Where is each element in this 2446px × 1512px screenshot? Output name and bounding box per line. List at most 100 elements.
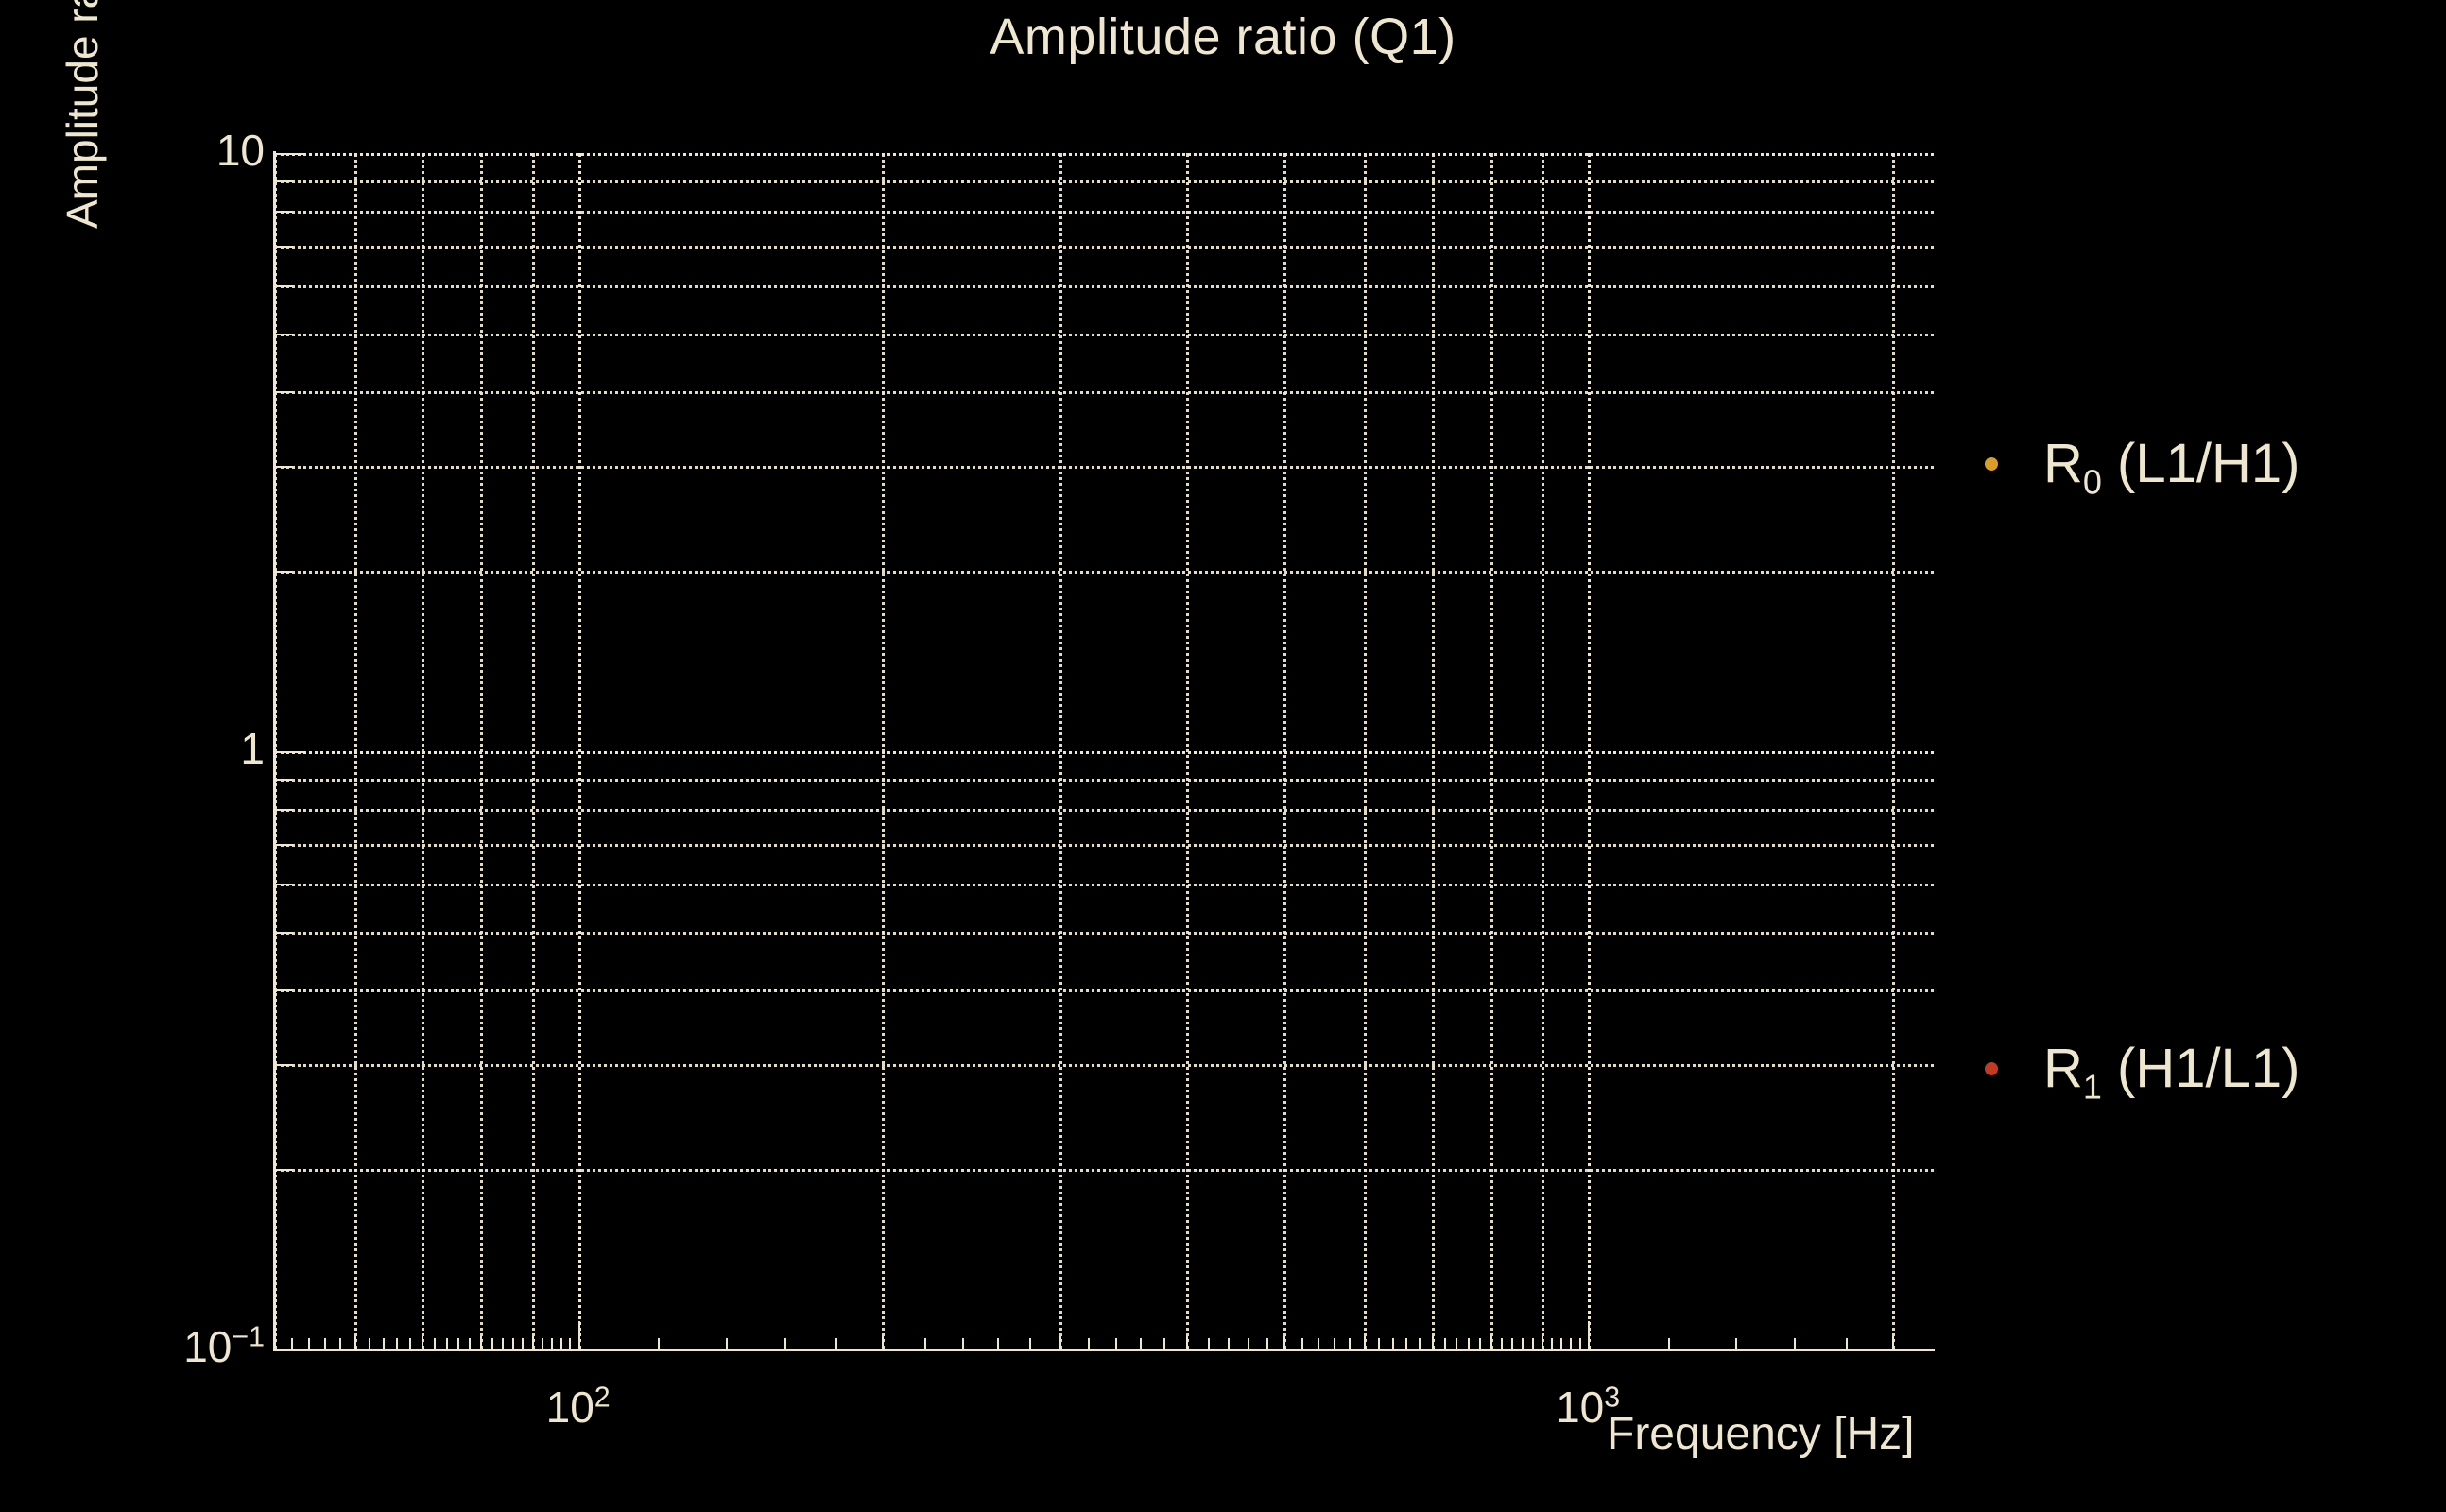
x-tick-minor: [1283, 1338, 1286, 1349]
x-tick-minor: [1467, 1338, 1470, 1349]
x-tick-minor: [1735, 1338, 1738, 1349]
legend: R0 (L1/H1) R1 (H1/L1): [1985, 153, 2438, 1349]
x-tick-minor: [1478, 1338, 1481, 1349]
x-tick-minor: [1247, 1338, 1249, 1349]
y-tick-minor: [274, 1063, 293, 1066]
x-tick-minor: [408, 1338, 411, 1349]
x-tick-minor: [1419, 1338, 1421, 1349]
x-tick-label: 103: [1556, 1382, 1621, 1432]
x-tick-minor: [1531, 1338, 1534, 1349]
x-tick-minor: [923, 1338, 926, 1349]
y-tick-minor: [274, 285, 293, 288]
x-tick-minor: [1578, 1338, 1581, 1349]
x-tick-minor: [501, 1338, 504, 1349]
y-tick-label: 1: [240, 724, 265, 773]
x-tick-minor: [550, 1338, 553, 1349]
y-axis-title: Amplitude ratio: [58, 0, 107, 229]
y-gridline-minor: [274, 180, 1934, 183]
y-gridline-major: [274, 751, 1934, 754]
x-tick-minor: [835, 1338, 838, 1349]
y-tick-minor: [274, 884, 293, 886]
x-tick-minor: [725, 1338, 728, 1349]
y-tick-minor: [274, 211, 293, 214]
y-gridline-minor: [274, 465, 1934, 469]
y-tick-major: [274, 751, 306, 753]
x-tick-minor: [1588, 1338, 1591, 1349]
x-tick-minor: [469, 1338, 472, 1349]
y-gridline-minor: [274, 809, 1934, 813]
x-tick-minor: [997, 1338, 1000, 1349]
x-tick-minor: [338, 1338, 341, 1349]
x-tick-minor: [291, 1338, 294, 1349]
x-tick-minor: [395, 1338, 398, 1349]
y-gridline-minor: [274, 390, 1934, 394]
x-tick-minor: [569, 1338, 572, 1349]
x-tick-minor: [882, 1338, 885, 1349]
x-tick-minor: [522, 1338, 525, 1349]
y-tick-minor: [274, 465, 293, 468]
x-tick-major: [1588, 1321, 1591, 1349]
x-tick-minor: [382, 1338, 385, 1349]
x-tick-minor: [511, 1338, 514, 1349]
x-tick-minor: [1228, 1338, 1231, 1349]
x-tick-minor: [1542, 1338, 1544, 1349]
legend-marker-dot-icon: [1985, 1062, 1998, 1075]
y-tick-label: 10: [215, 126, 265, 175]
x-tick-minor: [1490, 1338, 1492, 1349]
y-gridline-minor: [274, 988, 1934, 992]
x-tick-minor: [1570, 1338, 1573, 1349]
plot-area: [274, 153, 1934, 1349]
x-tick-minor: [1114, 1338, 1117, 1349]
x-axis-spine: [273, 1349, 1935, 1351]
y-tick-minor: [274, 180, 293, 182]
x-tick-minor: [541, 1338, 543, 1349]
x-tick-minor: [353, 1338, 356, 1349]
x-tick-minor: [434, 1338, 437, 1349]
x-tick-minor: [961, 1338, 964, 1349]
x-tick-minor: [1266, 1338, 1268, 1349]
x-tick-minor: [1334, 1338, 1336, 1349]
x-tick-minor: [1551, 1338, 1554, 1349]
y-gridline-minor: [274, 571, 1934, 575]
y-tick-minor: [274, 931, 293, 934]
x-tick-minor: [1794, 1338, 1797, 1349]
y-tick-minor: [274, 246, 293, 249]
x-tick-label: 102: [545, 1382, 611, 1432]
x-tick-minor: [1318, 1338, 1320, 1349]
x-tick-minor: [1349, 1338, 1352, 1349]
legend-label: R0 (L1/H1): [2043, 433, 2300, 502]
y-gridline-minor: [274, 211, 1934, 215]
x-tick-minor: [480, 1338, 483, 1349]
x-tick-major: [577, 1321, 580, 1349]
x-tick-minor: [577, 1338, 580, 1349]
y-gridline-minor: [274, 246, 1934, 249]
x-tick-minor: [1511, 1338, 1514, 1349]
y-tick-label: 10−1: [183, 1321, 265, 1371]
x-tick-minor: [1560, 1338, 1563, 1349]
x-tick-minor: [1301, 1338, 1303, 1349]
x-tick-minor: [1891, 1338, 1894, 1349]
x-tick-minor: [1522, 1338, 1524, 1349]
x-tick-minor: [784, 1338, 786, 1349]
x-tick-minor: [560, 1338, 562, 1349]
y-axis-spine: [273, 151, 276, 1351]
x-tick-minor: [1140, 1338, 1143, 1349]
y-tick-minor: [274, 844, 293, 847]
y-gridline-major: [274, 153, 1934, 156]
x-tick-minor: [1378, 1338, 1381, 1349]
x-tick-minor: [1431, 1338, 1434, 1349]
x-tick-minor: [1185, 1338, 1188, 1349]
legend-entry[interactable]: R1 (H1/L1): [1985, 1041, 2300, 1104]
x-tick-minor: [1501, 1338, 1504, 1349]
x-tick-minor: [491, 1338, 493, 1349]
page-title: Amplitude ratio (Q1): [990, 9, 1456, 65]
legend-entry[interactable]: R0 (L1/H1): [1985, 433, 2300, 502]
y-gridline-minor: [274, 285, 1934, 289]
x-tick-minor: [457, 1338, 460, 1349]
x-tick-minor: [307, 1338, 310, 1349]
y-tick-minor: [274, 988, 293, 991]
y-gridline-minor: [274, 931, 1934, 935]
x-tick-minor: [445, 1338, 448, 1349]
y-tick-minor: [274, 809, 293, 812]
x-tick-minor: [1029, 1338, 1032, 1349]
